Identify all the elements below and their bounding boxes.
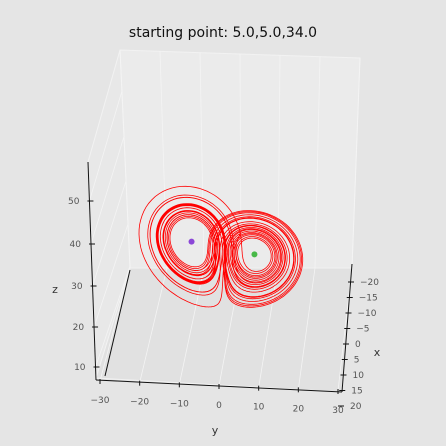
x-tick-label: 0 [355,340,361,350]
z-tick-label: 50 [68,197,80,207]
x-axis-label: x [374,346,381,359]
y-tick-label: −10 [170,399,189,409]
x-tick-label: 10 [353,371,365,381]
x-tick-label: 5 [354,356,360,366]
y-grid-line [258,267,279,388]
y-tick-label: 10 [253,403,265,413]
x-tick-label: 20 [350,402,362,412]
y-grid-line [314,56,321,269]
y-tick-label: −30 [91,396,110,406]
fixed-point-marker [188,238,195,245]
chart-title: starting point: 5.0,5.0,34.0 [129,25,317,41]
axis-ticks: −30 −20 −10 0 10 20 30 −20 −15 −10 −5 0 5 10 15 20 10 20 3… [68,197,379,416]
trajectory-line [138,185,304,308]
z-tick-label: 40 [70,240,82,250]
y-tick-label: 0 [216,401,222,411]
x-tick-label: −15 [359,294,378,304]
z-grid-line [93,223,129,328]
trajectory-series [138,185,304,308]
y-grid-line [297,267,316,390]
x-tick-label: −5 [356,325,369,335]
y-grid-line [199,52,205,269]
z-tick-label: 30 [71,282,83,292]
z-tick-label: 20 [73,323,85,333]
z-grid-line [90,135,125,245]
y-axis-label: y [212,424,219,437]
y-grid-line [119,49,131,269]
y-tick-label: 30 [332,406,344,416]
inner-edge-line [104,269,131,377]
z-grid-line [95,265,131,368]
x-tick-label: −20 [360,278,379,288]
z-axis-label: z [52,283,58,296]
fixed-point-marker [251,251,258,258]
y-grid-line [218,267,242,387]
z-axis-line [87,161,97,381]
z-grid-line [89,90,123,202]
y-grid-line [351,57,361,269]
x-tick-label: 15 [351,387,362,397]
floor-pane [95,267,353,393]
y-grid-line [99,267,131,382]
x-tick-label: −10 [358,309,377,319]
marker-points [188,238,258,258]
z-tick-label: 10 [74,363,86,373]
y-grid-line [178,267,205,385]
y-tick-label: −20 [130,398,149,408]
z-grid-line [92,180,127,287]
y-grid-line [139,267,168,383]
y-tick-label: 20 [293,404,305,414]
